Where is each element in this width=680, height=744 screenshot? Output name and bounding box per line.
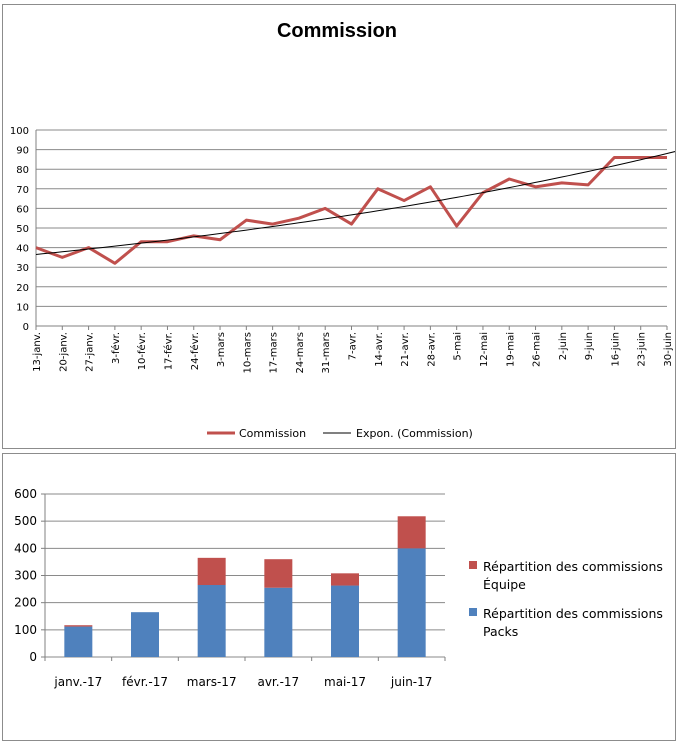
bar-equipe (64, 625, 93, 627)
legend-label-trendline: Expon. (Commission) (356, 427, 473, 440)
y-tick-label: 10 (16, 302, 29, 313)
y-axis-tick-labels: 0 10 20 30 40 50 60 70 80 90 100 (10, 126, 29, 333)
x-tick-label: 13-janv. (32, 332, 43, 372)
y-tick-label: 100 (14, 623, 37, 637)
bar-equipe (264, 559, 293, 588)
legend-label-commission: Commission (239, 427, 306, 440)
x-tick-label: 16-juin (610, 332, 621, 367)
x-tick-label: févr.-17 (122, 675, 168, 689)
x-tick-label: avr.-17 (257, 675, 299, 689)
x-tick-label: 24-févr. (189, 332, 201, 370)
x-tick-label: 23-juin (637, 332, 648, 367)
bar-packs (331, 585, 359, 657)
bars (64, 516, 426, 657)
x-tick-label: 5-mai (453, 332, 464, 361)
x-tick-label: 3-mars (216, 332, 227, 367)
legend: Répartition des commissions Équipe Répart… (469, 559, 663, 639)
legend-swatch-equipe (469, 561, 477, 569)
y-tick-label: 20 (16, 283, 29, 294)
y-tick-label: 80 (16, 165, 29, 176)
x-tick-label: mai-17 (324, 675, 366, 689)
y-tick-label: 30 (16, 263, 29, 274)
bar-equipe (331, 573, 359, 586)
x-tick-label: janv.-17 (53, 675, 102, 689)
bar-packs (197, 585, 226, 657)
x-tick-label: 30-juin (663, 332, 674, 367)
bar-packs (264, 587, 293, 657)
x-tick-label: 26-mai (532, 332, 543, 367)
y-tick-label: 100 (10, 126, 29, 137)
x-tick-label: 31-mars (321, 332, 332, 374)
gridlines (41, 493, 446, 661)
x-tick-label: 27-janv. (85, 332, 96, 372)
commission-line-chart: Commission 0 10 20 30 40 50 60 70 80 90 100 13-jan… (10, 20, 675, 440)
y-tick-label: 0 (29, 650, 37, 664)
y-axis-tick-labels: 0 100 200 300 400 500 600 (14, 487, 37, 664)
x-tick-label: 24-mars (295, 332, 306, 374)
legend: Commission Expon. (Commission) (207, 427, 473, 440)
y-tick-label: 60 (16, 204, 29, 215)
x-axis-tick-labels: 13-janv. 20-janv. 27-janv. 3-févr. 10-févr. 1… (32, 332, 674, 374)
bar-equipe (397, 516, 426, 549)
y-tick-label: 300 (14, 569, 37, 583)
legend-label-packs: Répartition des commissions Packs (483, 606, 663, 639)
x-tick-label: 14-avr. (374, 332, 385, 367)
y-tick-label: 500 (14, 514, 37, 528)
y-tick-label: 90 (16, 146, 29, 157)
bar-equipe (197, 557, 226, 586)
commission-split-bar-chart-panel: 0 100 200 300 400 500 600 janv.-17 févr.-17 mars… (2, 453, 676, 741)
x-tick-label: 9-juin (584, 332, 595, 360)
commission-split-bar-chart: 0 100 200 300 400 500 600 janv.-17 févr.-17 mars… (14, 487, 663, 689)
x-tick-label: 7-avr. (348, 332, 359, 360)
x-tick-label: 17-mars (269, 332, 280, 374)
x-tick-label: 28-avr. (426, 332, 437, 367)
series-line-trendline (35, 151, 675, 255)
x-tick-label: 19-mai (505, 332, 516, 367)
x-tick-label: mars-17 (187, 675, 237, 689)
commission-line-chart-panel: Commission 0 10 20 30 40 50 60 70 80 90 100 13-jan… (2, 4, 676, 449)
x-tick-label: 20-janv. (58, 332, 69, 372)
y-tick-label: 70 (16, 185, 29, 196)
x-tick-label: 12-mai (479, 332, 490, 367)
y-tick-label: 40 (16, 244, 29, 255)
x-tick-label: juin-17 (390, 675, 432, 689)
x-tick-label: 10-mars (242, 332, 253, 374)
x-axis-tick-labels: janv.-17 févr.-17 mars-17 avr.-17 mai-17 juin… (53, 675, 432, 689)
data-series (35, 151, 675, 265)
y-tick-label: 600 (14, 487, 37, 501)
x-tick-label: 21-avr. (400, 332, 411, 367)
y-tick-label: 0 (23, 322, 29, 333)
bar-packs (131, 612, 159, 657)
x-tick-label: 3-févr. (110, 332, 122, 364)
gridlines (35, 129, 668, 330)
chart-title: Commission (277, 20, 397, 42)
legend-swatch-packs (469, 608, 477, 616)
legend-label-equipe: Répartition des commissions Équipe (483, 559, 663, 592)
x-tick-label: 2-juin (558, 332, 569, 360)
y-tick-label: 200 (14, 596, 37, 610)
x-tick-label: 17-févr. (162, 332, 174, 370)
x-tick-label: 10-févr. (136, 332, 148, 370)
y-tick-label: 400 (14, 541, 37, 555)
bar-packs (397, 548, 426, 657)
y-tick-label: 50 (16, 224, 29, 235)
bar-packs (64, 626, 93, 657)
